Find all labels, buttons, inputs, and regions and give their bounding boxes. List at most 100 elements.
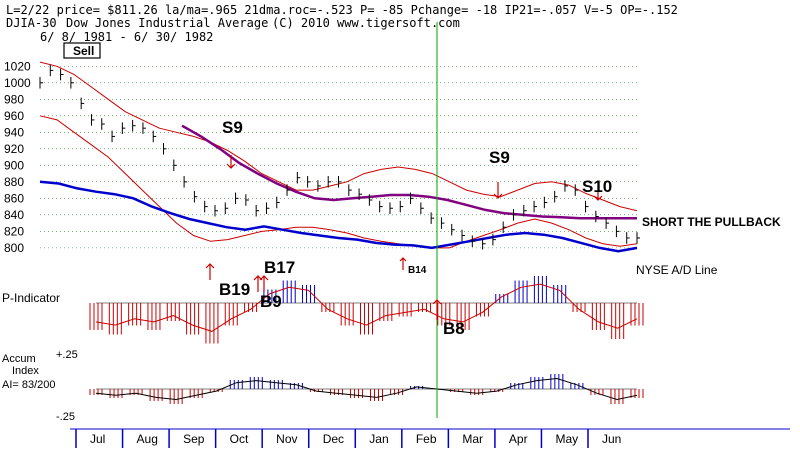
- signal-s9-2: S9: [489, 148, 510, 167]
- y-tick-label-920: 920: [4, 142, 24, 156]
- p-indicator-histogram: [89, 276, 644, 344]
- x-tick-label-Nov: Nov: [276, 432, 297, 446]
- s9-arrow-down: [226, 155, 236, 169]
- x-tick-label-Aug: Aug: [137, 432, 158, 446]
- price-bar: [492, 233, 496, 246]
- price-bar: [173, 159, 177, 172]
- price-gridlines: [40, 65, 637, 249]
- y-tick-label-800: 800: [4, 241, 24, 255]
- price-bar: [348, 184, 352, 196]
- price-bar: [90, 114, 95, 126]
- price-bar: [338, 176, 342, 188]
- copyright: (C) 2010 www.tigersoft.com: [272, 16, 460, 30]
- sell-label: Sell: [73, 44, 94, 58]
- x-tick-label-Jun: Jun: [602, 432, 621, 446]
- y-tick-label-900: 900: [4, 158, 24, 172]
- price-bar: [533, 200, 538, 213]
- b19-arrow-up: [205, 263, 215, 280]
- level-plus-label: +.25: [56, 349, 78, 361]
- price-bar: [286, 184, 291, 196]
- price-bar: [70, 76, 74, 89]
- index-name: Dow Jones Industrial Average: [66, 16, 268, 30]
- nyse-ad-line-group: [39, 180, 638, 253]
- price-bar: [636, 232, 640, 244]
- price-bar: [204, 200, 208, 213]
- x-axis: Jul Aug Sep Oct Nov Dec Jan Feb Mar Apr May Jun: [70, 428, 790, 448]
- b14-arrow-up: [399, 257, 407, 270]
- level-minus-label: -.25: [56, 411, 75, 423]
- b8-arrow-up: [432, 299, 442, 320]
- price-bar: [214, 204, 218, 217]
- price-bar: [451, 223, 455, 236]
- signal-b17: B17: [264, 258, 295, 277]
- s9-arrow-down-2: [493, 182, 503, 199]
- price-bars: [39, 64, 640, 250]
- moving-average: [181, 124, 637, 220]
- short-pullback-label: SHORT THE PULLBACK: [642, 215, 781, 229]
- signal-b14: B14: [408, 265, 427, 276]
- accum-label: Accum: [2, 353, 36, 365]
- y-tick-label-960: 960: [4, 109, 24, 123]
- price-bar: [183, 176, 188, 188]
- price-bar: [389, 202, 393, 215]
- price-bar: [543, 196, 548, 209]
- bollinger-bands: [39, 61, 638, 249]
- lower-band-line: [39, 115, 638, 249]
- signal-arrows: [205, 155, 603, 320]
- accum-smooth-line: [95, 377, 638, 401]
- signal-s10: S10: [582, 177, 612, 196]
- price-bar: [574, 184, 579, 196]
- date-range: 6/ 8/ 1981 - 6/ 30/ 1982: [40, 30, 213, 44]
- x-tick-label-Mar: Mar: [462, 432, 483, 446]
- price-bar: [482, 237, 486, 250]
- price-bar: [502, 221, 507, 234]
- y-tick-label-1000: 1000: [4, 76, 31, 90]
- price-bar: [430, 212, 435, 224]
- p-indicator-label: P-Indicator: [2, 291, 60, 305]
- x-tick-label-Sep: Sep: [183, 432, 205, 446]
- x-tick-label-Dec: Dec: [323, 432, 344, 446]
- price-bar: [60, 68, 64, 81]
- price-bar: [512, 209, 517, 221]
- y-tick-label-980: 980: [4, 92, 24, 106]
- price-bar: [605, 217, 610, 229]
- price-bar: [368, 194, 373, 206]
- b9-arrow-up: [259, 275, 269, 292]
- price-bar: [152, 130, 157, 143]
- x-tick-label-Apr: Apr: [509, 432, 528, 446]
- sell-box: [63, 42, 101, 59]
- y-axis-labels: 1020 1000 980 960 940 920 900 880 860 840 820 800: [4, 59, 31, 255]
- signal-b8: B8: [443, 319, 465, 338]
- y-tick-label-840: 840: [4, 208, 24, 222]
- price-bar: [585, 200, 589, 213]
- upper-band-line: [39, 61, 638, 212]
- price-bar: [39, 76, 43, 89]
- price-bar: [111, 130, 116, 143]
- symbol: DJIA-30: [6, 16, 57, 30]
- price-bar: [163, 143, 167, 155]
- y-tick-label-860: 860: [4, 191, 24, 205]
- moving-average-line: [181, 124, 637, 220]
- price-bar: [235, 192, 239, 205]
- price-bar: [224, 202, 229, 215]
- accum-index-histogram: [89, 374, 644, 404]
- price-bar: [410, 192, 414, 205]
- price-bar: [49, 64, 54, 77]
- signal-b19: B19: [219, 280, 250, 299]
- price-bar: [554, 190, 558, 203]
- header-readout: L=2/22 price= $811.26 la/ma=.965 21dma.r…: [6, 3, 678, 17]
- price-bar: [523, 204, 527, 217]
- price-bar: [595, 210, 599, 223]
- price-bar: [276, 196, 280, 209]
- accum-index-label: Index: [12, 365, 39, 377]
- y-tick-label-820: 820: [4, 224, 24, 238]
- price-bar: [399, 200, 404, 213]
- x-tick-label-Feb: Feb: [416, 432, 437, 446]
- x-tick-label-Jul: Jul: [90, 432, 105, 446]
- price-bar: [379, 200, 383, 213]
- price-bar: [471, 235, 476, 248]
- signal-b9: B9: [260, 292, 282, 311]
- price-bar: [142, 122, 146, 134]
